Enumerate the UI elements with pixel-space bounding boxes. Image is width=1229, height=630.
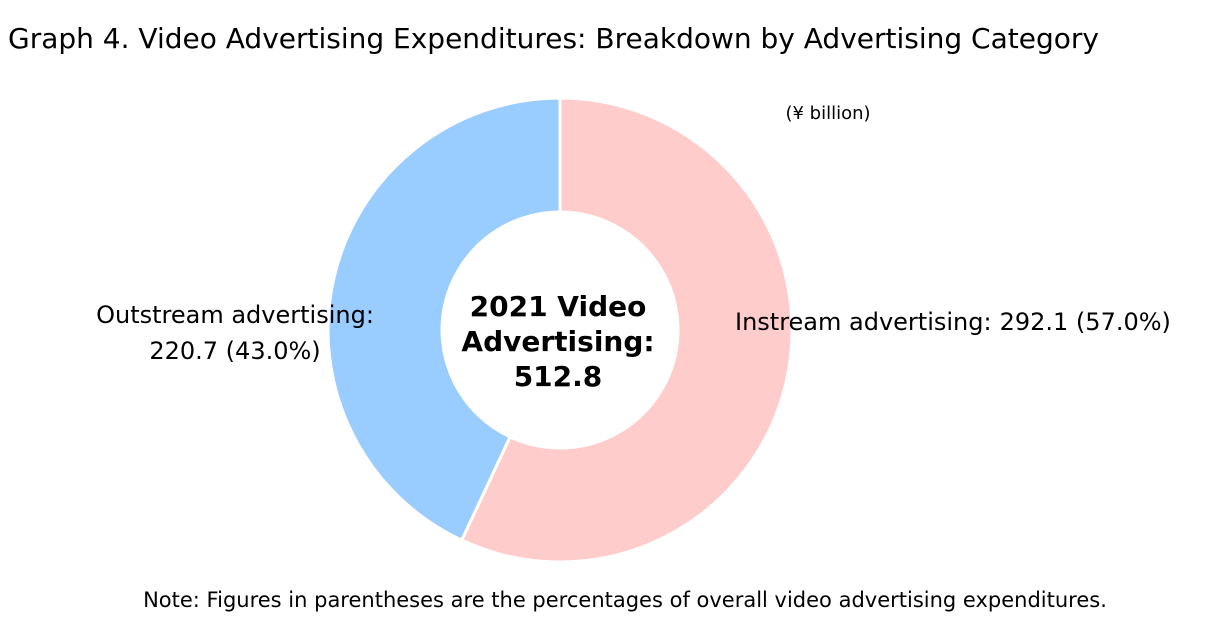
- center-total: 512.8: [514, 360, 603, 393]
- unit-label: (¥ billion): [785, 103, 870, 124]
- chart-title: Graph 4. Video Advertising Expenditures:…: [8, 22, 1099, 55]
- slice-category: Instream advertising:: [735, 308, 992, 336]
- slice-category: Outstream advertising:: [96, 301, 374, 329]
- slice-value: 292.1 (57.0%): [1000, 308, 1171, 336]
- center-label: 2021 Video: [470, 290, 647, 323]
- slice-label: Instream advertising: 292.1 (57.0%): [735, 308, 1171, 336]
- center-label: Advertising:: [461, 325, 654, 358]
- note: Note: Figures in parentheses are the per…: [143, 588, 1107, 612]
- donut-slice: [326, 96, 562, 543]
- slice-value: 220.7 (43.0%): [149, 337, 320, 365]
- donut-slice: [459, 96, 794, 564]
